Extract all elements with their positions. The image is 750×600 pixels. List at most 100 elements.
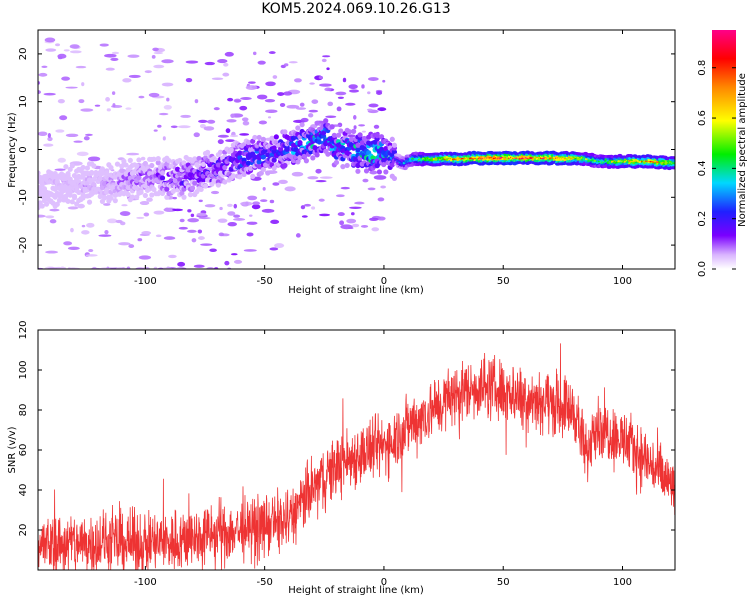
spectrogram-blob xyxy=(185,78,193,83)
spectrogram-blob xyxy=(368,103,379,108)
spectrogram-ridge-cell xyxy=(252,134,258,141)
spectrogram-ridge-cell xyxy=(381,161,387,168)
spectrogram-blob xyxy=(270,219,280,225)
spectrogram-blob xyxy=(65,86,78,89)
spectrogram-blob xyxy=(272,75,278,79)
spectrogram-blob xyxy=(197,229,203,234)
spectrogram-ridge-cell xyxy=(247,165,254,172)
spectrogram-blob xyxy=(373,124,380,129)
spectrogram-blob xyxy=(218,232,225,237)
spectrogram-blob xyxy=(196,212,207,217)
spectrogram-ridge-cell xyxy=(391,175,398,182)
spectrogram-blob xyxy=(49,208,60,212)
spectrogram-ridge-cell xyxy=(670,166,675,170)
spectrogram-ridge-cell xyxy=(389,162,395,168)
spectrogram-ridge-cell xyxy=(202,183,209,189)
spectrogram-ridge-cell xyxy=(80,164,86,171)
spectrogram-blob xyxy=(340,186,350,190)
spectrogram-blob xyxy=(161,82,174,87)
spectrogram-blob xyxy=(360,225,369,228)
spectrogram-blob xyxy=(301,215,308,218)
spectrogram-ridge-cell xyxy=(63,164,69,170)
spectrogram-blob xyxy=(213,107,220,111)
spectrogram-blob xyxy=(38,90,41,95)
spectrogram-blob xyxy=(45,250,59,254)
spectrogram-ridge-cell xyxy=(38,170,41,176)
spectrogram-ridge-cell xyxy=(151,156,157,162)
spectrogram-blob xyxy=(191,238,197,243)
spectrogram-blob xyxy=(291,171,304,177)
x-tick-label: -50 xyxy=(256,276,272,287)
snr-x-label: Height of straight line (km) xyxy=(288,585,424,596)
spectrogram-blob xyxy=(45,215,55,219)
spectrogram-blob xyxy=(190,213,195,218)
spectrogram-blob xyxy=(163,104,172,110)
spectrogram-blob xyxy=(222,72,230,77)
spectrogram-blob xyxy=(137,238,143,242)
spectrogram-ridge-cell xyxy=(250,173,256,179)
spectrogram-blob xyxy=(199,124,206,129)
snr-panel: -100 -50 0 50 100 20 40 60 80 100 120 Height of s… xyxy=(7,320,676,596)
spectrogram-blob xyxy=(326,67,330,71)
spectrogram-ridge-cell xyxy=(114,161,121,167)
spectrogram-blob xyxy=(110,57,119,61)
spectrogram-y-label: Frequency (Hz) xyxy=(7,112,18,188)
spectrogram-ridge-cell xyxy=(177,177,183,183)
spectrogram-ridge-cell xyxy=(374,133,380,139)
spectrogram-ridge-cell xyxy=(76,189,82,196)
spectrogram-blob xyxy=(187,229,197,233)
spectrogram-blob xyxy=(217,58,228,64)
colorbar: 0.0 0.2 0.4 0.6 0.8 Normalized spectral ampl… xyxy=(697,30,748,277)
spectrogram-ridge-cell xyxy=(355,147,361,153)
spectrogram-ridge-cell xyxy=(237,150,243,156)
spectrogram-ridge-cell xyxy=(359,140,365,146)
spectrogram-blob xyxy=(376,91,383,95)
spectrogram-ridge-cell xyxy=(189,185,196,191)
spectrogram-ridge-cell xyxy=(250,138,256,144)
spectrogram-ridge-cell xyxy=(142,183,148,189)
spectrogram-ridge-cell xyxy=(69,163,75,169)
x-tick-label: 50 xyxy=(497,276,510,287)
spectrogram-blob xyxy=(265,109,278,114)
spectrogram-ridge-cell xyxy=(271,157,277,163)
spectrogram-blob xyxy=(311,99,319,104)
spectrogram-marks xyxy=(38,37,675,269)
spectrogram-blob xyxy=(105,67,115,71)
spectrogram-y-axis: -20 -10 0 10 20 xyxy=(18,48,675,253)
spectrogram-ridge-cell xyxy=(325,151,331,157)
spectrogram-ridge-cell xyxy=(43,201,50,207)
spectrogram-ridge-cell xyxy=(101,181,108,187)
spectrogram-blob xyxy=(346,218,357,224)
spectrogram-blob xyxy=(57,98,65,104)
spectrogram-blob xyxy=(152,47,159,52)
spectrogram-blob xyxy=(153,210,165,215)
colorbar-tick-label: 0.4 xyxy=(697,160,708,176)
spectrogram-blob xyxy=(272,182,280,186)
spectrogram-blob xyxy=(257,60,266,65)
spectrogram-blob xyxy=(105,97,110,102)
spectrogram-blob xyxy=(77,203,85,209)
spectrogram-blob xyxy=(38,214,46,218)
spectrogram-blob xyxy=(187,218,200,223)
spectrogram-blob xyxy=(225,128,231,134)
spectrogram-ridge-cell xyxy=(383,169,389,175)
spectrogram-blob xyxy=(166,97,170,102)
spectrogram-ridge-cell xyxy=(353,156,359,162)
spectrogram-blob xyxy=(246,221,258,225)
figure-title: KOM5.2024.069.10.26.G13 xyxy=(261,1,451,17)
colorbar-tick-label: 0.8 xyxy=(697,60,708,76)
spectrogram-ridge-cell xyxy=(149,192,155,198)
spectrogram-ridge-cell xyxy=(323,118,329,124)
spectrogram-ridge-cell xyxy=(282,162,288,169)
spectrogram-blob xyxy=(226,119,237,123)
y-tick-label: -20 xyxy=(18,237,29,253)
spectrogram-blob xyxy=(230,253,238,256)
spectrogram-blob xyxy=(121,204,128,207)
spectrogram-ridge-cell xyxy=(314,152,320,158)
spectrogram-blob xyxy=(78,99,85,104)
spectrogram-ridge-cell xyxy=(245,139,252,145)
spectrogram-blob xyxy=(219,206,223,211)
spectrogram-blob xyxy=(377,197,385,202)
spectrogram-ridge-cell xyxy=(104,170,110,176)
spectrogram-blob xyxy=(224,51,234,57)
